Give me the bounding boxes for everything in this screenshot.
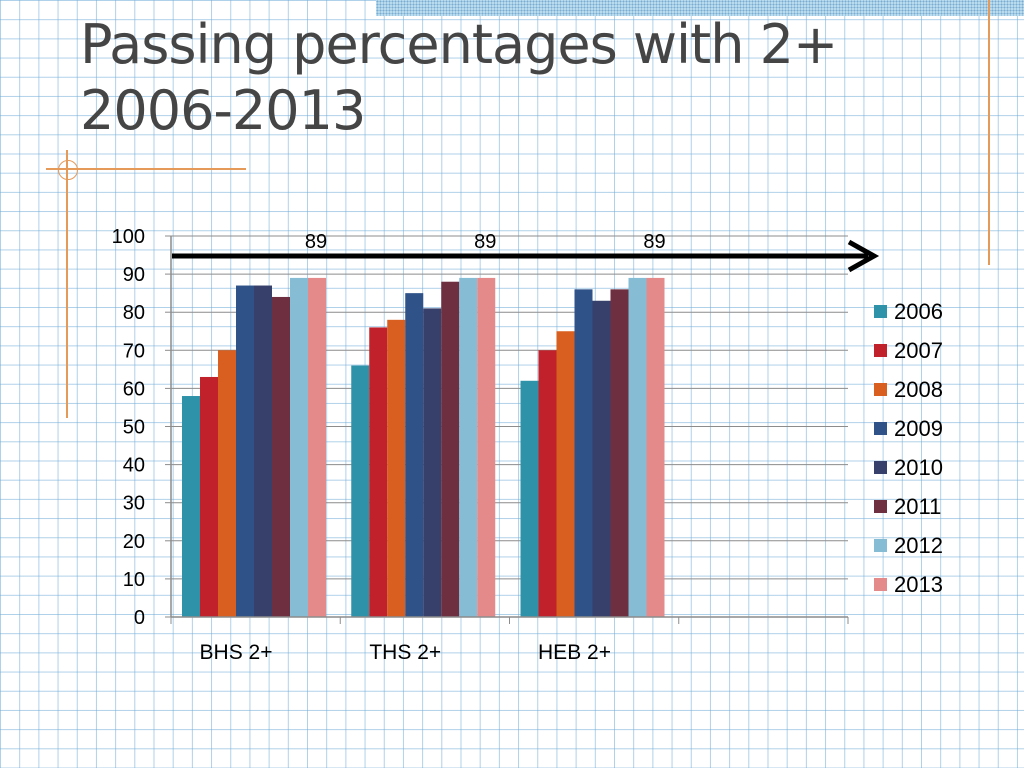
y-tick-label: 50	[123, 417, 145, 439]
bar-2007-2	[538, 350, 557, 617]
bar-2006-0	[182, 396, 200, 617]
chart-arrow	[172, 239, 880, 273]
y-tick-label: 20	[123, 531, 145, 553]
annotation-label: 89	[305, 231, 327, 253]
y-tick-label: 0	[134, 607, 145, 629]
legend-swatch	[874, 539, 887, 552]
chart-bars	[182, 277, 665, 617]
y-tick-label: 10	[123, 569, 145, 591]
slide-title-line1: Passing percentages with 2+	[80, 13, 838, 76]
bar-2010-2	[592, 300, 611, 617]
bar-2011-0	[272, 296, 290, 617]
legend-item: 2008	[874, 370, 943, 409]
bar-2007-0	[200, 376, 218, 617]
y-tick-label: 80	[123, 302, 145, 324]
bar-2008-2	[556, 331, 575, 617]
bar-2009-2	[574, 289, 593, 617]
legend-swatch	[874, 500, 887, 513]
bar-2009-0	[236, 285, 254, 617]
annotation-label: 89	[643, 231, 665, 253]
legend-label: 2012	[894, 532, 943, 558]
bar-2012-0	[290, 277, 308, 617]
legend-swatch	[874, 305, 887, 318]
bar-2008-1	[387, 319, 406, 617]
bar-2012-1	[459, 277, 478, 617]
legend-label: 2008	[894, 376, 943, 402]
bar-2012-2	[628, 277, 647, 617]
decorative-crosshair	[58, 160, 78, 180]
decorative-vertical-line-right	[988, 0, 990, 265]
legend-label: 2013	[894, 571, 943, 597]
chart-axes	[165, 235, 849, 624]
bar-2013-1	[477, 277, 496, 617]
legend-label: 2006	[894, 298, 943, 324]
legend-swatch	[874, 578, 887, 591]
x-category-label: BHS 2+	[200, 641, 273, 664]
legend-swatch	[874, 461, 887, 474]
bar-2006-1	[351, 365, 370, 617]
bar-2011-1	[441, 281, 460, 617]
chart-labels: 0 10 20 30 40 50 60 70 80 90 100 BHS 2+ THS 2+ HEB 2+…	[112, 226, 666, 664]
bar-2010-1	[423, 308, 442, 617]
bar-2011-2	[610, 289, 629, 617]
legend-item: 2012	[874, 526, 943, 565]
decorative-horizontal-line	[46, 168, 246, 170]
legend-label: 2011	[894, 493, 942, 519]
trend-arrow-head	[847, 239, 880, 273]
bar-2013-0	[308, 277, 326, 617]
legend-label: 2010	[894, 454, 943, 480]
legend-item: 2013	[874, 565, 943, 604]
legend-item: 2011	[874, 487, 943, 526]
bar-2007-1	[369, 327, 388, 617]
legend-item: 2006	[874, 292, 943, 331]
legend-item: 2007	[874, 331, 943, 370]
bar-2009-1	[405, 293, 424, 617]
legend-label: 2009	[894, 415, 943, 441]
legend-item: 2009	[874, 409, 943, 448]
y-tick-label: 30	[123, 493, 145, 515]
bar-2006-2	[520, 380, 539, 617]
legend-swatch	[874, 383, 887, 396]
y-tick-label: 70	[123, 340, 145, 362]
y-tick-label: 90	[123, 264, 145, 286]
slide-title: Passing percentages with 2+ 2006-2013	[80, 12, 940, 144]
bar-2008-0	[218, 350, 236, 617]
bar-2013-2	[646, 277, 665, 617]
legend-label: 2007	[894, 337, 943, 363]
legend-swatch	[874, 344, 887, 357]
legend-swatch	[874, 422, 887, 435]
chart-legend: 2006 2007 2008 2009 2010 2011 2012 2013	[874, 292, 943, 604]
bar-2010-0	[254, 285, 272, 617]
decorative-vertical-line-left	[66, 150, 68, 418]
x-category-label: THS 2+	[369, 641, 441, 664]
y-tick-label: 100	[112, 226, 145, 248]
y-tick-label: 40	[123, 455, 145, 477]
slide-title-line2: 2006-2013	[80, 79, 366, 142]
top-decorative-band	[376, 0, 1024, 16]
annotation-label: 89	[474, 231, 496, 253]
legend-item: 2010	[874, 448, 943, 487]
y-tick-label: 60	[123, 378, 145, 400]
x-category-label: HEB 2+	[538, 641, 611, 664]
